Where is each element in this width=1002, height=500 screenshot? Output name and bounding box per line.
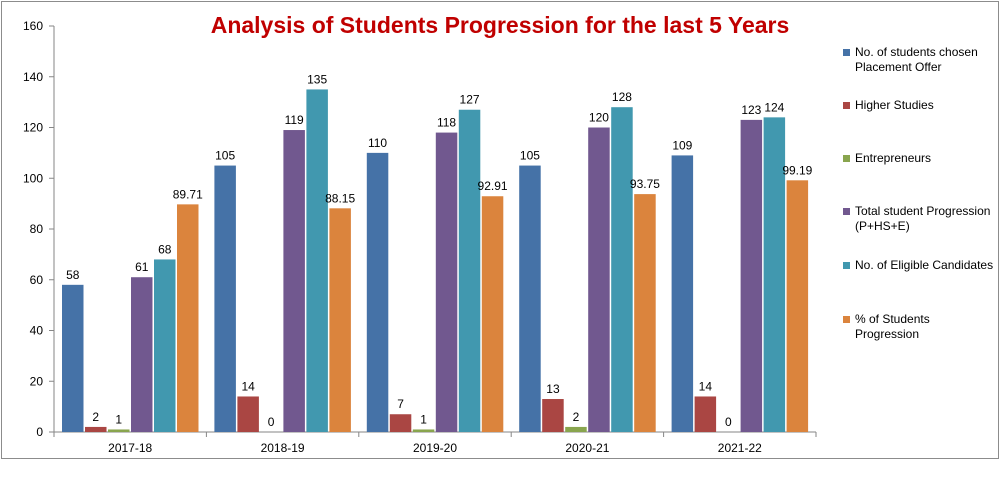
data-label: 61 [135, 260, 149, 274]
data-label: 89.71 [173, 187, 203, 201]
data-label: 68 [158, 242, 172, 256]
data-label: 2 [92, 410, 99, 424]
chart-frame [1, 1, 999, 459]
y-tick-label: 100 [23, 171, 43, 185]
legend-swatch [843, 208, 850, 215]
bar [85, 426, 107, 432]
data-label: 0 [725, 415, 732, 429]
bar [519, 165, 541, 432]
bar [435, 132, 458, 432]
legend-swatch [843, 316, 850, 323]
bar [366, 152, 389, 432]
bar [634, 194, 656, 432]
bar [542, 399, 564, 432]
bar [671, 155, 694, 432]
data-label: 14 [241, 379, 255, 393]
data-label: 1 [420, 412, 427, 426]
data-label: 109 [672, 138, 692, 152]
data-label: 110 [368, 136, 387, 150]
bar [177, 204, 199, 432]
bar [458, 109, 481, 433]
data-label: 124 [764, 100, 784, 114]
bar [329, 208, 351, 432]
y-tick-label: 80 [30, 222, 44, 236]
bar [389, 414, 412, 432]
bar [763, 117, 786, 432]
bar [565, 426, 587, 432]
y-tick-label: 160 [23, 19, 43, 33]
data-label: 127 [460, 93, 480, 107]
bar [214, 165, 236, 432]
legend-label: Total student Progression (P+HS+E) [855, 204, 991, 233]
data-label: 119 [285, 113, 304, 127]
bar [740, 119, 763, 432]
legend-swatch [843, 49, 850, 56]
bar [283, 130, 305, 432]
data-label: 105 [520, 149, 540, 163]
legend-label: No. of students chosen Placement Offer [855, 45, 978, 74]
legend-label: Entrepreneurs [855, 151, 932, 165]
bar [786, 180, 809, 432]
legend-label: Higher Studies [855, 98, 934, 112]
x-tick-label: 2017-18 [108, 441, 152, 455]
data-label: 128 [612, 90, 632, 104]
data-label: 14 [699, 379, 713, 393]
data-label: 120 [589, 111, 609, 125]
legend-swatch [843, 155, 850, 162]
y-tick-label: 0 [36, 425, 43, 439]
legend-swatch [843, 102, 850, 109]
y-tick-label: 120 [23, 121, 43, 135]
data-label: 1 [115, 412, 122, 426]
y-tick-label: 60 [30, 273, 44, 287]
data-label: 92.91 [478, 179, 508, 193]
legend-swatch [843, 262, 850, 269]
legend-label: No. of Eligible Candidates [855, 258, 994, 272]
data-label: 88.15 [325, 191, 355, 205]
chart-title: Analysis of Students Progression for the… [210, 12, 790, 38]
bar [306, 89, 328, 432]
data-label: 118 [437, 116, 456, 130]
x-tick-label: 2020-21 [565, 441, 609, 455]
bar [611, 107, 633, 432]
data-label: 58 [66, 268, 80, 282]
data-label: 123 [741, 103, 761, 117]
bar [131, 277, 153, 432]
bar [412, 429, 435, 432]
y-tick-label: 40 [30, 324, 44, 338]
bar [108, 429, 130, 432]
bar [694, 396, 717, 432]
data-label: 135 [307, 72, 327, 86]
data-label: 2 [573, 410, 580, 424]
bar [481, 196, 504, 432]
y-tick-label: 140 [23, 70, 43, 84]
data-label: 7 [397, 397, 404, 411]
bar [154, 259, 176, 432]
x-tick-label: 2019-20 [413, 441, 457, 455]
data-label: 93.75 [630, 177, 660, 191]
data-label: 13 [546, 382, 560, 396]
bar [588, 127, 610, 432]
x-tick-label: 2018-19 [261, 441, 305, 455]
bar [237, 396, 259, 432]
x-tick-label: 2021-22 [718, 441, 762, 455]
data-label: 105 [215, 149, 235, 163]
data-label: 0 [268, 415, 275, 429]
legend-label: % of Students Progression [855, 312, 930, 341]
bar [62, 284, 84, 432]
y-tick-label: 20 [30, 374, 44, 388]
data-label: 99.19 [782, 163, 812, 177]
